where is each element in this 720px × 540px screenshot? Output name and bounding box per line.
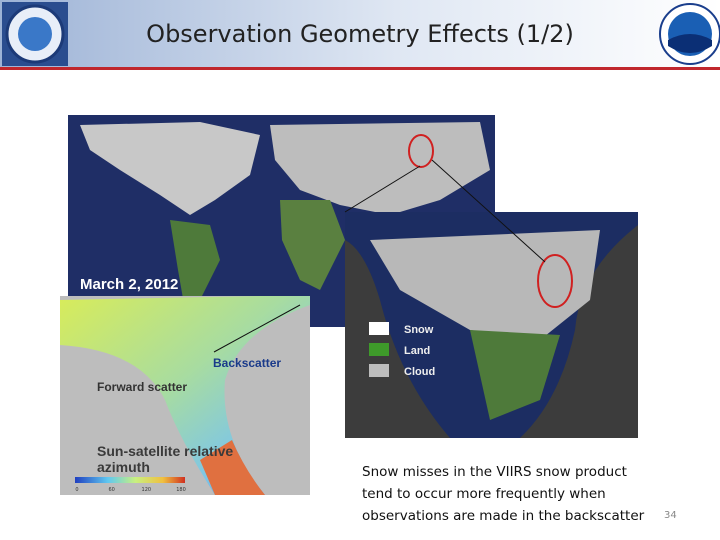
caption-line: tend to occur more frequently when: [362, 486, 606, 502]
zoom-arrow: [431, 159, 546, 263]
legend-label: Snow: [404, 324, 434, 336]
legend-swatch-snow: [369, 322, 389, 335]
backscatter-label: Backscatter: [213, 356, 281, 370]
geometry-band-warm: [200, 440, 265, 495]
legend-swatch-land: [369, 343, 389, 356]
zoom-land: [470, 330, 560, 420]
zoom-highlight: [537, 254, 573, 308]
map-date: March 2, 2012: [80, 276, 178, 293]
legend-label: Cloud: [404, 366, 435, 378]
caption-line: Snow misses in the VIIRS snow product: [362, 464, 627, 480]
azimuth-label: azimuth: [97, 459, 150, 475]
header-band: [0, 0, 720, 68]
azimuth-label: Sun-satellite relative: [97, 443, 233, 459]
colorbar-tick-label: 60: [108, 487, 114, 493]
legend-swatch-cloud: [369, 364, 389, 377]
map-highlight: [408, 134, 434, 168]
geometry-band: [60, 296, 310, 495]
header-rule: [0, 67, 720, 70]
page-number: 34: [664, 510, 677, 521]
map-south-america: [170, 220, 220, 310]
caption-line: observations are made in the backscatter: [362, 508, 645, 524]
left-logo-inner: [18, 17, 52, 51]
forward-scatter-label: Forward scatter: [97, 380, 187, 394]
geometry-arrow: [213, 304, 301, 353]
colorbar: [75, 477, 185, 483]
colorbar-tick-label: 0: [75, 487, 78, 493]
colorbar-ticks: 0 60 120 180: [75, 487, 185, 493]
noaa-logo-bird: [668, 34, 712, 53]
map-africa: [280, 200, 345, 290]
slide-title: Observation Geometry Effects (1/2): [146, 20, 574, 48]
map-eurasia: [270, 122, 490, 215]
colorbar-tick-label: 120: [142, 487, 152, 493]
map-north-america: [80, 122, 260, 215]
zoom-cloud: [370, 230, 600, 340]
zoom-connector: [344, 165, 421, 213]
colorbar-tick-label: 180: [176, 487, 186, 493]
legend-label: Land: [404, 345, 430, 357]
